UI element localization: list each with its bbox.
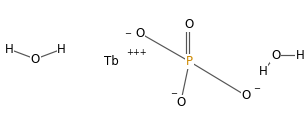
Text: +++: +++ [126, 48, 146, 57]
Text: O: O [271, 49, 280, 62]
Text: H: H [259, 65, 268, 78]
Text: −: − [253, 84, 260, 93]
Text: H: H [5, 43, 14, 56]
Text: O: O [136, 27, 145, 40]
Text: O: O [176, 96, 185, 109]
Text: −: − [171, 90, 177, 99]
Text: P: P [186, 55, 193, 68]
Text: O: O [242, 89, 251, 102]
Text: O: O [31, 53, 40, 66]
Text: O: O [185, 18, 194, 31]
Text: H: H [57, 43, 66, 56]
Text: Tb: Tb [103, 55, 118, 68]
Text: −: − [124, 29, 131, 38]
Text: H: H [296, 49, 305, 62]
